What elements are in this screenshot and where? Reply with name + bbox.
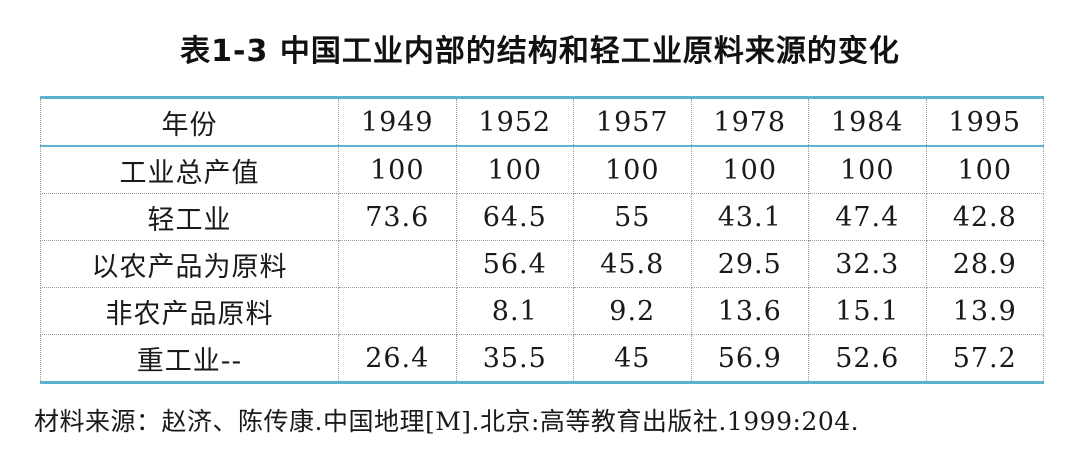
- row-label: 以农产品为原料: [40, 240, 339, 288]
- header-cell: 1978: [690, 97, 809, 147]
- table-cell: 64.5: [455, 193, 574, 241]
- table-cell: 9.2: [573, 287, 692, 335]
- table-cell: 45.8: [573, 240, 692, 288]
- table-cell: 35.5: [455, 334, 574, 383]
- row-label: 重工业--: [40, 334, 339, 383]
- table-cell: 13.6: [690, 287, 809, 335]
- table-row: 以农产品为原料 56.4 45.8 29.5 32.3 28.9: [40, 240, 1044, 288]
- row-label: 非农产品原料: [40, 287, 339, 335]
- table-row: 非农产品原料 8.1 9.2 13.6 15.1 13.9: [40, 287, 1044, 335]
- row-label: 轻工业: [40, 193, 339, 241]
- table-cell: 100: [925, 146, 1044, 194]
- table-cell: 52.6: [808, 334, 927, 383]
- table-cell: [338, 240, 457, 288]
- header-cell-year: 年份: [40, 97, 339, 147]
- table-row: 工业总产值 100 100 100 100 100 100: [40, 146, 1044, 194]
- table-cell: 73.6: [338, 193, 457, 241]
- table-cell: 29.5: [690, 240, 809, 288]
- table-cell: 56.9: [690, 334, 809, 383]
- table-cell: 100: [808, 146, 927, 194]
- table-cell: 32.3: [808, 240, 927, 288]
- table-cell: 100: [455, 146, 574, 194]
- header-cell: 1952: [455, 97, 574, 147]
- header-cell: 1984: [808, 97, 927, 147]
- header-cell: 1995: [925, 97, 1044, 147]
- table-cell: 42.8: [925, 193, 1044, 241]
- table-cell: [338, 287, 457, 335]
- header-cell: 1949: [338, 97, 457, 147]
- table-cell: 45: [573, 334, 692, 383]
- table-cell: 100: [573, 146, 692, 194]
- table-cell: 56.4: [455, 240, 574, 288]
- header-cell: 1957: [573, 97, 692, 147]
- table-cell: 26.4: [338, 334, 457, 383]
- table-cell: 43.1: [690, 193, 809, 241]
- table-cell: 47.4: [808, 193, 927, 241]
- table-cell: 55: [573, 193, 692, 241]
- table-cell: 15.1: [808, 287, 927, 335]
- table-cell: 28.9: [925, 240, 1044, 288]
- table-cell: 8.1: [455, 287, 574, 335]
- table-cell: 100: [690, 146, 809, 194]
- table-cell: 13.9: [925, 287, 1044, 335]
- table-title: 表1-3 中国工业内部的结构和轻工业原料来源的变化: [180, 34, 900, 69]
- data-table: 年份 1949 1952 1957 1978 1984 1995 工业总产值 1…: [40, 96, 1044, 384]
- header-row: 年份 1949 1952 1957 1978 1984 1995: [40, 97, 1044, 147]
- table-row: 轻工业 73.6 64.5 55 43.1 47.4 42.8: [40, 193, 1044, 241]
- row-label: 工业总产值: [40, 146, 339, 194]
- table-cell: 57.2: [925, 334, 1044, 383]
- table-row: 重工业-- 26.4 35.5 45 56.9 52.6 57.2: [40, 334, 1044, 383]
- source-citation: 材料来源：赵济、陈传康.中国地理[M].北京:高等教育出版社.1999:204.: [34, 407, 860, 436]
- table-cell: 100: [338, 146, 457, 194]
